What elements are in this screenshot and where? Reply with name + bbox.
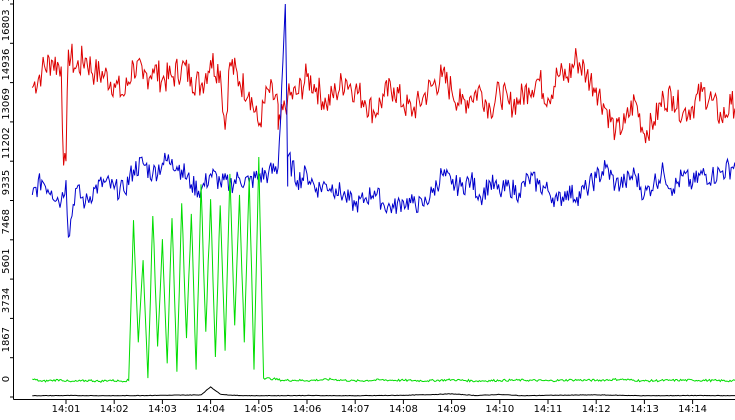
y-tick-label: 18670	[1, 0, 12, 2]
y-tick-label: 0	[1, 376, 12, 382]
y-tick-label: 14936	[1, 49, 12, 81]
series-layer	[32, 4, 735, 396]
y-tick-label: 13069	[1, 88, 12, 120]
series-line-red	[32, 44, 735, 166]
x-axis-ticks: 14:01 14:02 14:03 14:04 14:05 14:06 14:07 14:08…	[52, 399, 707, 415]
series-line-green	[32, 157, 735, 382]
series-line-black	[32, 387, 735, 396]
x-tick-label: 14:02	[100, 404, 129, 415]
y-tick-label: 5601	[1, 248, 12, 273]
x-tick-label: 14:10	[485, 404, 514, 415]
x-tick-label: 14:14	[678, 404, 707, 415]
x-tick-label: 14:09	[437, 404, 466, 415]
x-tick-label: 14:05	[244, 404, 273, 415]
y-tick-label: 1867	[1, 327, 12, 352]
x-tick-label: 14:11	[534, 404, 563, 415]
y-tick-label: 11202	[1, 127, 12, 159]
series-line-blue	[32, 4, 735, 237]
x-tick-label: 14:13	[630, 404, 659, 415]
y-tick-label: 16803	[1, 9, 12, 41]
x-tick-label: 14:07	[341, 404, 370, 415]
y-tick-label: 9335	[1, 170, 12, 195]
x-tick-label: 14:12	[582, 404, 611, 415]
x-tick-label: 14:01	[52, 404, 81, 415]
y-tick-label: 7468	[1, 209, 12, 234]
x-tick-label: 14:04	[196, 404, 225, 415]
x-tick-label: 14:06	[293, 404, 322, 415]
x-tick-label: 14:03	[148, 404, 177, 415]
y-tick-label: 3734	[1, 288, 12, 313]
x-tick-label: 14:08	[389, 404, 418, 415]
axes-layer	[14, 0, 735, 400]
y-axis-ticks: 0 1867 3734 5601 7468 9335 11202 13069 14936 1680…	[1, 0, 14, 397]
